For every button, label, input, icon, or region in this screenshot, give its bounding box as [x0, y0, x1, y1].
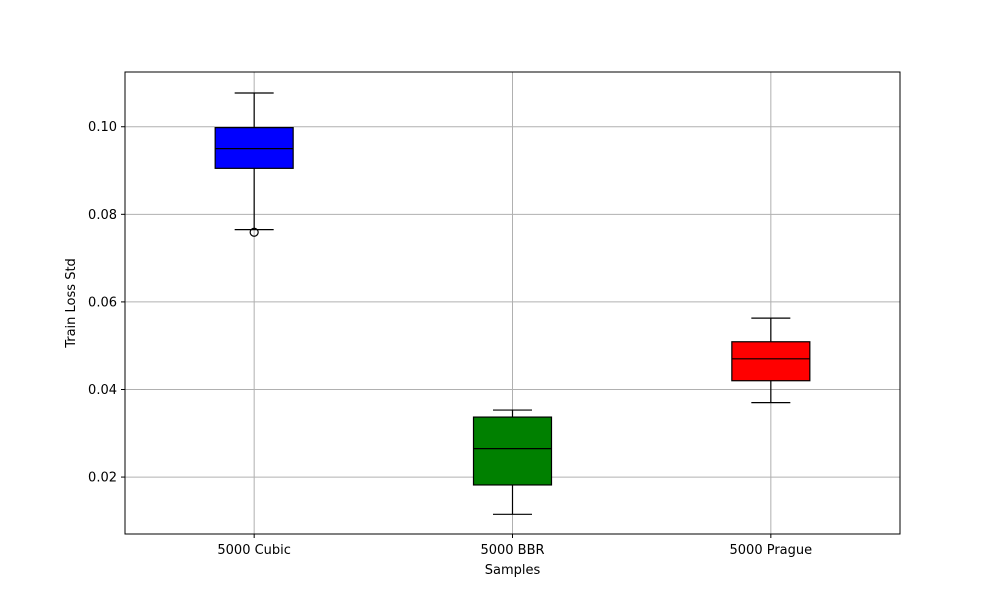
y-tick-label: 0.10	[88, 120, 117, 135]
y-tick-label: 0.02	[88, 471, 117, 486]
y-axis-label: Train Loss Std	[64, 258, 79, 349]
y-axis-ticks: 0.02 0.04 0.06 0.08 0.10	[88, 120, 125, 486]
x-axis-ticks: 5000 Cubic 5000 BBR 5000 Prague	[217, 534, 812, 558]
y-tick-label: 0.04	[88, 383, 117, 398]
box-iqr	[472, 416, 553, 486]
x-axis-label: Samples	[485, 563, 541, 578]
box-group	[731, 317, 811, 404]
box-group	[472, 409, 553, 515]
y-tick-label: 0.08	[88, 208, 117, 223]
y-tick-label: 0.06	[88, 295, 117, 310]
box-group	[214, 92, 294, 237]
box-iqr	[214, 127, 294, 169]
plot-area	[214, 92, 811, 515]
x-tick-label: 5000 BBR	[480, 543, 544, 558]
outlier-point	[249, 227, 259, 237]
x-tick-label: 5000 Prague	[730, 543, 813, 558]
box-iqr	[731, 341, 811, 382]
x-tick-label: 5000 Cubic	[217, 543, 291, 558]
